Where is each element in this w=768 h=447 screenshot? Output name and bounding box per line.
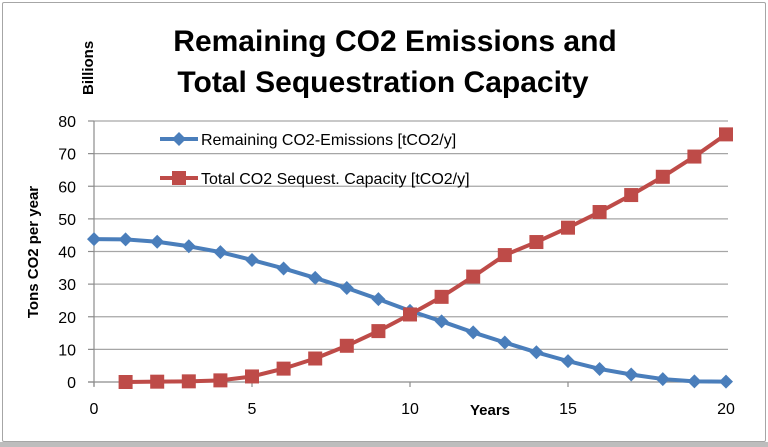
chart-title-line-1: Remaining CO2 Emissions and: [173, 25, 616, 58]
data-point: [719, 127, 733, 142]
data-point: [181, 374, 196, 389]
data-point: [371, 292, 386, 307]
data-point: [245, 252, 259, 267]
y-tick-labels: 0 10 20 30 40 50 60 70 80: [58, 114, 76, 392]
y-tick-label: 40: [58, 245, 76, 262]
series-group: [87, 127, 733, 389]
y-axis-label: Tons CO2 per year: [25, 186, 42, 318]
y-tick-label: 60: [58, 179, 76, 196]
data-point: [308, 351, 323, 366]
x-tick-label: 10: [401, 401, 419, 418]
data-point: [655, 372, 670, 387]
y-tick-label: 30: [58, 277, 76, 294]
chart-frame: [2, 2, 766, 442]
data-point: [276, 261, 291, 276]
data-point: [276, 361, 291, 376]
x-tick-labels: 0 5 10 15 20: [90, 401, 735, 418]
chart-title-line-2: Total Sequestration Capacity: [177, 66, 589, 99]
legend-label: Total CO2 Sequest. Capacity [tCO2/y]: [201, 171, 470, 188]
legend: Remaining CO2-Emissions [tCO2/y] Total CO…: [160, 132, 470, 188]
data-point: [371, 324, 386, 339]
x-axis-label: Years: [470, 402, 510, 419]
data-point: [529, 345, 544, 360]
data-point: [561, 354, 575, 369]
data-point: [561, 220, 575, 235]
data-point: [624, 367, 639, 382]
legend-label: Remaining CO2-Emissions [tCO2/y]: [201, 132, 456, 149]
x-tick-label: 20: [717, 401, 735, 418]
gridlines: [88, 120, 728, 387]
data-point: [434, 289, 449, 304]
x-tick-label: 15: [559, 401, 577, 418]
data-point: [118, 232, 133, 247]
data-point: [687, 374, 702, 389]
legend-marker-diamond-icon: [172, 132, 186, 146]
data-point: [245, 369, 259, 384]
data-point: [150, 234, 165, 249]
data-point: [466, 269, 481, 284]
data-point: [497, 335, 512, 350]
legend-item: Remaining CO2-Emissions [tCO2/y]: [160, 132, 456, 149]
y-tick-label: 0: [67, 375, 76, 392]
x-tick-label: 0: [90, 401, 99, 418]
bottom-divider: [0, 442, 768, 447]
data-point: [624, 188, 639, 203]
x-tick-label: 5: [248, 401, 257, 418]
series-sequestration-capacity: [118, 127, 733, 389]
y-tick-label: 50: [58, 212, 76, 229]
data-point: [466, 325, 481, 340]
data-point: [308, 270, 323, 285]
legend-item: Total CO2 Sequest. Capacity [tCO2/y]: [160, 171, 470, 188]
data-point: [118, 375, 133, 389]
data-point: [592, 361, 607, 376]
data-point: [403, 307, 417, 322]
data-point: [87, 232, 101, 247]
data-point: [181, 239, 196, 254]
y-unit-label: Billions: [80, 41, 97, 95]
data-point: [339, 281, 354, 296]
y-tick-label: 20: [58, 310, 76, 327]
data-point: [529, 235, 544, 250]
data-point: [213, 245, 228, 260]
y-tick-label: 70: [58, 147, 76, 164]
y-tick-label: 80: [58, 114, 76, 131]
data-point: [719, 374, 733, 389]
legend-marker-square-icon: [172, 171, 186, 185]
data-point: [655, 169, 670, 184]
data-point: [434, 314, 449, 329]
data-point: [687, 149, 702, 164]
y-tick-label: 10: [58, 342, 76, 359]
data-point: [213, 373, 228, 388]
data-point: [497, 248, 512, 263]
data-point: [592, 205, 607, 220]
data-point: [150, 374, 165, 389]
data-point: [339, 338, 354, 353]
